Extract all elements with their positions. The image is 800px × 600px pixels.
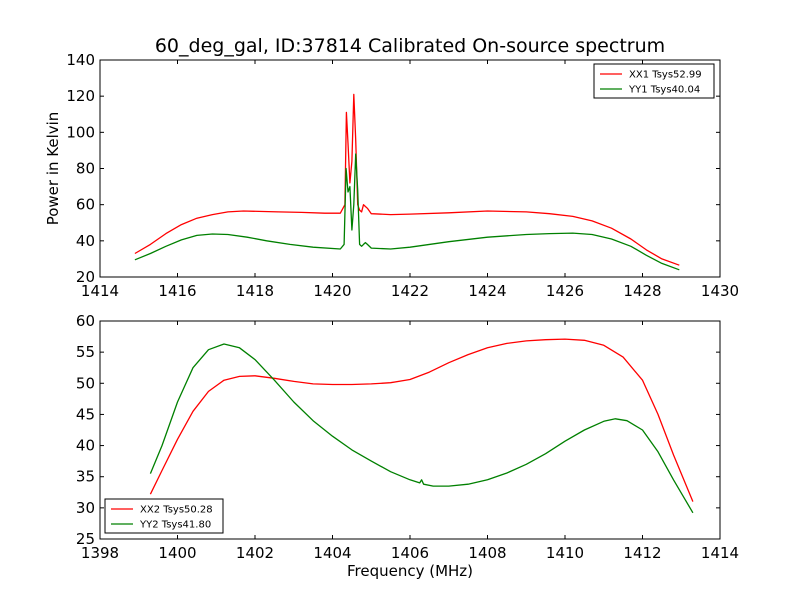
chart-title: 60_deg_gal, ID:37814 Calibrated On-sourc…	[155, 35, 665, 57]
top-y-tick-label: 20	[76, 268, 95, 286]
bottom-x-tick-label: 1398	[81, 544, 119, 562]
top-x-tick-label: 1418	[236, 282, 274, 300]
bottom-y-tick-label: 55	[76, 343, 95, 361]
top-y-tick-label: 120	[66, 87, 95, 105]
bottom-x-axis-label: Frequency (MHz)	[347, 562, 473, 580]
top-y-axis-label: Power in Kelvin	[44, 112, 62, 226]
bottom-legend-label-xx2: XX2 Tsys50.28	[140, 505, 213, 516]
top-y-tick-label: 80	[76, 160, 95, 178]
top-legend-label-xx1: XX1 Tsys52.99	[629, 70, 702, 81]
top-x-tick-label: 1414	[81, 282, 119, 300]
top-legend-frame	[593, 63, 715, 99]
top-x-tick-label: 1430	[701, 282, 739, 300]
top-y-tick-label: 140	[66, 51, 95, 69]
top-legend-label-yy1: YY1 Tsys40.04	[628, 85, 700, 96]
top-x-tick-label: 1424	[468, 282, 506, 300]
bottom-series-line-2	[149, 343, 694, 514]
top-x-tick-label: 1420	[313, 282, 351, 300]
top-y-tick-label: 60	[76, 196, 95, 214]
top-legend: XX1 Tsys52.99 YY1 Tsys40.04	[593, 63, 715, 99]
bottom-y-tick-label: 40	[76, 437, 95, 455]
top-y-tick-label: 100	[66, 123, 95, 141]
bottom-x-tick-label: 1412	[623, 544, 661, 562]
top-panel: 1414 1416 1418 1420 1422 1424 1426 1428 1430 20 40…	[44, 51, 739, 300]
top-series-line-2	[134, 153, 680, 271]
top-ticks-layer: 1414 1416 1418 1420 1422 1424 1426 1428 1430 20 40…	[66, 51, 739, 300]
bottom-x-tick-label: 1402	[236, 544, 274, 562]
bottom-x-tick-label: 1406	[391, 544, 429, 562]
bottom-y-tick-label: 50	[76, 374, 95, 392]
bottom-y-tick-label: 60	[76, 312, 95, 330]
bottom-x-tick-label: 1414	[701, 544, 739, 562]
bottom-legend: XX2 Tsys50.28 YY2 Tsys41.80	[104, 498, 224, 534]
bottom-x-tick-label: 1408	[468, 544, 506, 562]
top-y-tick-label: 40	[76, 232, 95, 250]
bottom-y-tick-label: 30	[76, 499, 95, 517]
top-x-tick-label: 1422	[391, 282, 429, 300]
bottom-y-tick-label: 35	[76, 468, 95, 486]
top-x-tick-label: 1428	[623, 282, 661, 300]
bottom-x-tick-label: 1410	[546, 544, 584, 562]
bottom-series-line-1	[149, 338, 694, 502]
bottom-series-layer	[149, 338, 694, 514]
top-x-tick-label: 1426	[546, 282, 584, 300]
bottom-x-tick-label: 1400	[158, 544, 196, 562]
top-x-tick-label: 1416	[158, 282, 196, 300]
bottom-legend-frame	[104, 498, 224, 534]
bottom-ticks-layer: 1398 1400 1402 1404 1406 1408 1410 1412 1414 25 30…	[76, 312, 739, 562]
bottom-y-tick-label: 45	[76, 405, 95, 423]
bottom-x-tick-label: 1404	[313, 544, 351, 562]
bottom-panel: 1398 1400 1402 1404 1406 1408 1410 1412 1414 25 30…	[76, 312, 739, 580]
bottom-y-tick-label: 25	[76, 530, 95, 548]
top-series-layer	[134, 93, 680, 271]
bottom-legend-label-yy2: YY2 Tsys41.80	[139, 520, 211, 531]
